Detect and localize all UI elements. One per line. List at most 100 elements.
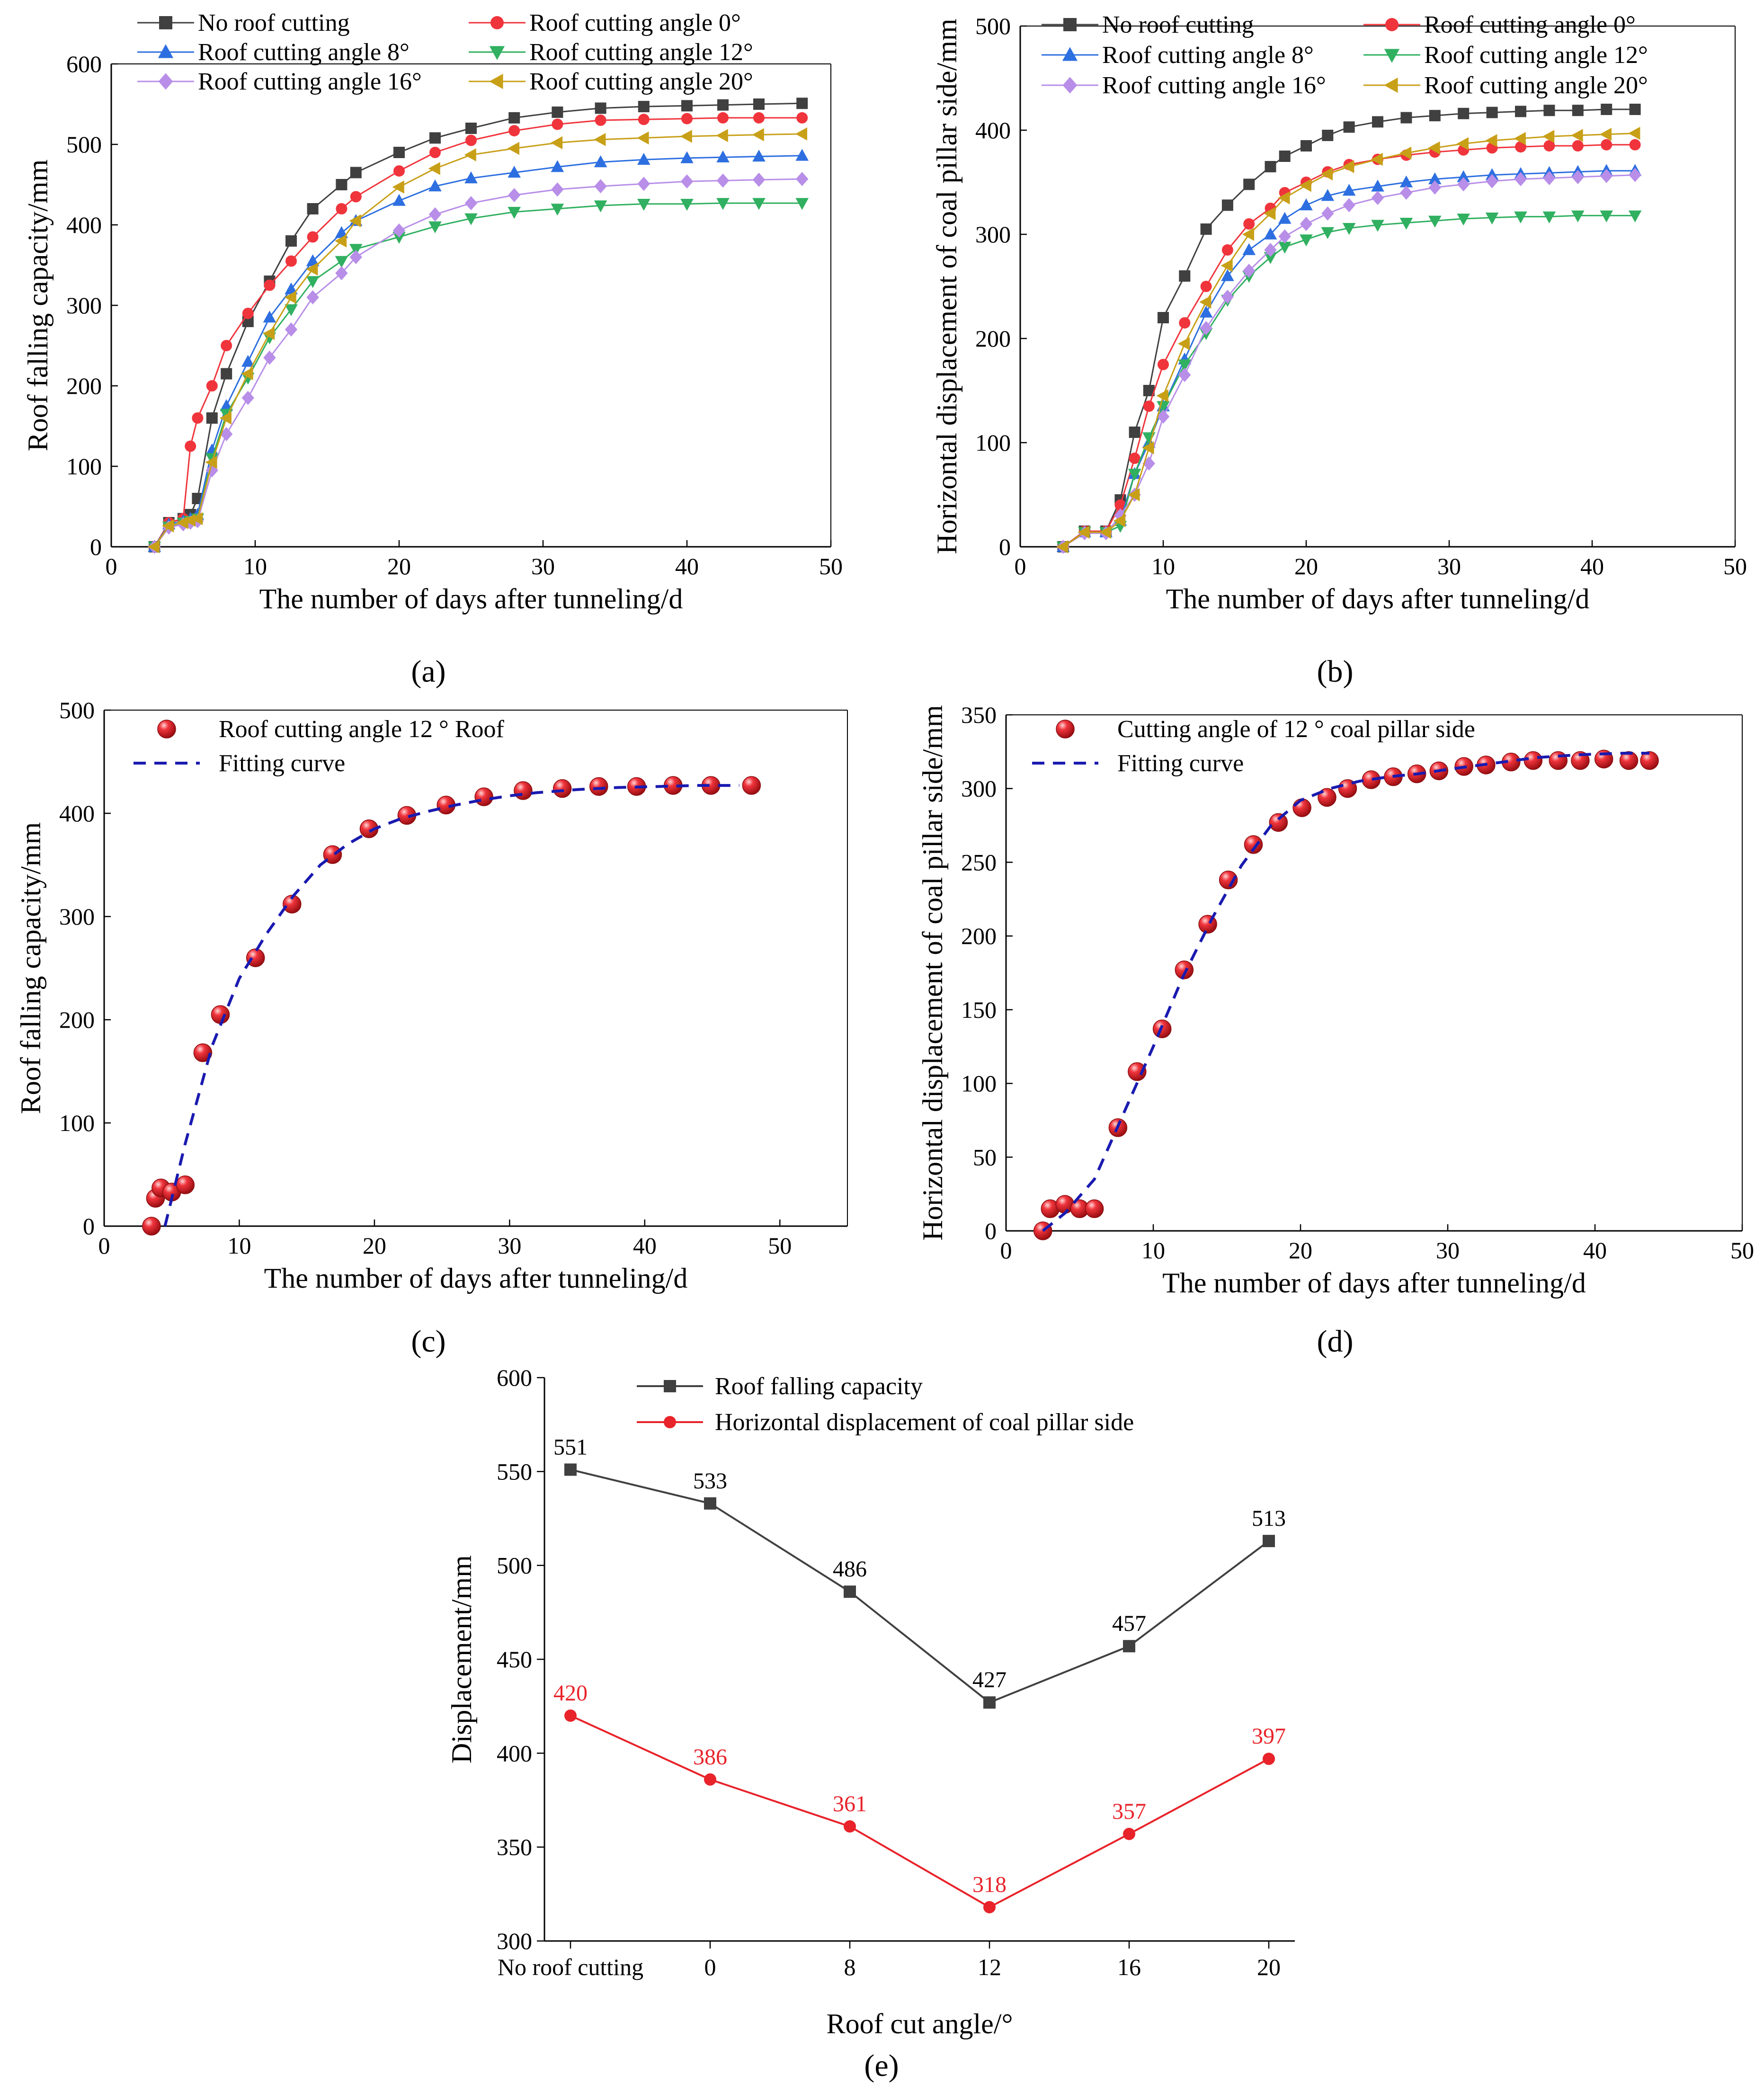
data-point <box>508 166 521 178</box>
data-point <box>1629 104 1641 115</box>
data-point <box>795 149 809 161</box>
data-point <box>1279 151 1291 162</box>
legend-marker <box>490 16 504 29</box>
legend-entry: Roof cutting angle 0° <box>1424 11 1636 38</box>
data-point <box>285 255 297 267</box>
data-point <box>1629 168 1641 182</box>
data-point <box>1428 141 1440 155</box>
data-point <box>1278 191 1290 205</box>
x-axis-title: The number of days after tunneling/d <box>1162 1267 1586 1299</box>
data-point <box>1199 295 1212 309</box>
legend-entry: Cutting angle of 12 ° coal pillar side <box>1117 716 1475 743</box>
y-axis-title: Roof falling capacity/mm <box>15 822 46 1114</box>
data-point <box>717 99 729 111</box>
data-point <box>752 172 766 187</box>
x-tick-label: 10 <box>1141 1237 1165 1264</box>
data-point <box>1300 234 1313 247</box>
data-point <box>752 128 764 142</box>
data-label: 427 <box>972 1667 1007 1692</box>
data-point <box>1085 1199 1104 1219</box>
data-label: 513 <box>1252 1506 1286 1531</box>
x-tick-label: 0 <box>704 1954 716 1980</box>
chart-panel-d: 0 10 20 30 40 50 0 50 100 150 200 250 300 350 The numb… <box>917 702 1754 1299</box>
data-point <box>638 101 650 113</box>
data-point <box>1099 525 1111 539</box>
x-tick-label: 20 <box>1294 553 1318 579</box>
data-point <box>1143 401 1155 412</box>
data-point <box>637 131 649 145</box>
y-tick-label: 100 <box>59 1110 95 1136</box>
data-point <box>1179 270 1191 282</box>
y-tick-label: 250 <box>961 849 997 875</box>
data-point <box>1200 281 1212 292</box>
series-line <box>153 117 802 547</box>
legend-marker <box>158 73 173 90</box>
y-tick-label: 100 <box>66 453 102 480</box>
data-point <box>844 1820 856 1833</box>
legend-marker <box>158 44 174 58</box>
data-point <box>306 262 318 276</box>
data-point <box>306 290 319 304</box>
data-point <box>1571 751 1590 770</box>
data-point <box>241 355 255 367</box>
data-point <box>552 779 572 798</box>
data-point <box>594 179 607 194</box>
data-point <box>1514 172 1527 187</box>
y-tick-label: 300 <box>59 903 95 930</box>
y-tick-label: 300 <box>497 1928 532 1954</box>
data-point <box>1157 401 1170 413</box>
data-point <box>392 180 404 194</box>
data-point <box>552 107 563 118</box>
data-point <box>1515 141 1526 153</box>
data-point <box>1129 453 1140 464</box>
data-point <box>1571 129 1583 142</box>
data-point <box>285 235 297 247</box>
legend-marker <box>489 73 503 89</box>
data-point <box>983 1901 996 1914</box>
data-point <box>508 207 521 219</box>
data-point <box>1123 1640 1135 1653</box>
data-point <box>474 787 493 806</box>
data-point <box>1129 427 1140 438</box>
data-point <box>1264 227 1277 240</box>
data-point <box>336 179 347 190</box>
data-point <box>1571 170 1584 184</box>
data-point <box>1221 269 1234 281</box>
data-point <box>508 112 520 124</box>
x-tick-label: 8 <box>844 1954 856 1980</box>
legend-marker <box>1062 47 1078 61</box>
legend-marker <box>1063 18 1077 31</box>
data-point <box>1321 206 1334 221</box>
data-point <box>681 113 693 125</box>
data-point <box>1371 220 1384 232</box>
data-point <box>564 1709 577 1722</box>
data-point <box>742 776 761 795</box>
data-point <box>1300 217 1313 231</box>
data-point <box>1142 441 1154 454</box>
y-tick-label: 200 <box>66 373 102 399</box>
data-point <box>206 412 218 424</box>
y-tick-label: 200 <box>975 325 1011 352</box>
y-tick-label: 450 <box>497 1646 532 1673</box>
y-tick-label: 550 <box>497 1458 532 1485</box>
legend-entry: Roof cutting angle 8° <box>1102 42 1314 69</box>
data-point <box>323 845 342 864</box>
data-point <box>680 174 694 189</box>
panel-label-c: (c) <box>411 1324 445 1359</box>
legend-marker <box>157 720 176 739</box>
legend-entry: Roof cutting angle 20° <box>529 68 753 95</box>
legend-marker <box>1385 18 1399 31</box>
y-tick-label: 400 <box>66 212 102 238</box>
legend-entry: No roof cutting <box>1102 11 1254 38</box>
data-point <box>1399 218 1413 230</box>
x-tick-label: 12 <box>978 1954 1001 1980</box>
data-point <box>508 188 521 203</box>
data-point <box>285 282 298 294</box>
data-point <box>717 112 729 124</box>
data-point <box>1299 178 1311 192</box>
data-point <box>594 200 607 213</box>
data-point <box>637 152 650 165</box>
y-tick-label: 300 <box>66 292 102 319</box>
data-point <box>1114 499 1126 511</box>
